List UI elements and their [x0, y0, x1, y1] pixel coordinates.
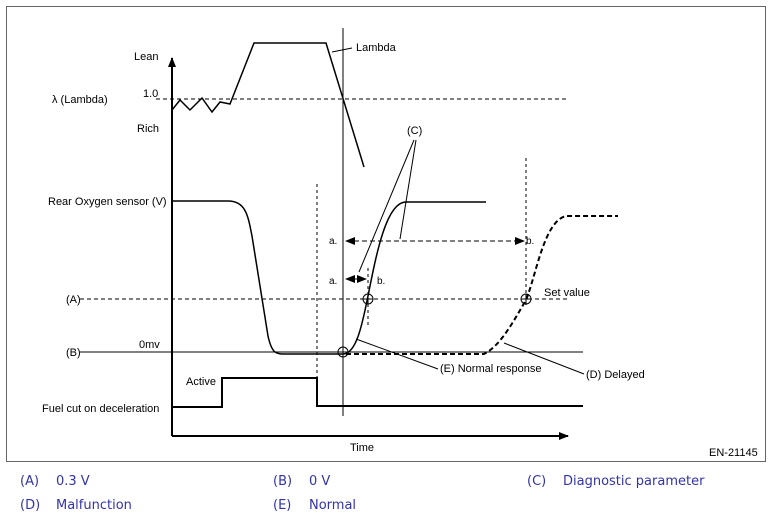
c-label: (C)	[407, 125, 422, 137]
diagram-border	[6, 6, 766, 462]
e-leader	[355, 338, 439, 370]
legend-text: 0 V	[309, 474, 331, 489]
a-short-label: a.	[329, 276, 337, 287]
legend-item-e: (E) Normal	[273, 498, 356, 513]
delayed-label: (D) Delayed	[586, 369, 645, 381]
timing-diagram: Lean λ (Lambda) 1.0 Rich Lambda Rear Oxy…	[6, 6, 766, 462]
b-tick-label: (B)	[66, 347, 81, 359]
lambda-one-label: 1.0	[143, 88, 158, 100]
delayed-curve	[346, 215, 618, 355]
zero-mv-label: 0mv	[139, 339, 160, 351]
legend-key: (A)	[20, 474, 40, 489]
normal-set-point	[362, 293, 374, 305]
normal-zero-point	[337, 346, 349, 358]
lambda-curve-label: Lambda	[356, 42, 397, 54]
c-leader-1	[358, 139, 415, 273]
legend-text: Normal	[309, 498, 357, 513]
legend-item-c: (C) Diagnostic parameter	[527, 474, 704, 489]
delayed-set-point	[520, 293, 532, 305]
legend-text: 0.3 V	[56, 474, 90, 489]
rear-o2-label: Rear Oxygen sensor (V)	[48, 196, 167, 208]
legend-item-a: (A) 0.3 V	[20, 474, 90, 489]
legend-item-b: (B) 0 V	[273, 474, 330, 489]
legend-key: (C)	[527, 474, 547, 489]
lambda-leader	[331, 47, 353, 53]
set-value-label: Set value	[544, 287, 590, 299]
legend-item-d: (D) Malfunction	[20, 498, 132, 513]
fuel-cut-label: Fuel cut on deceleration	[42, 403, 159, 415]
rich-label: Rich	[137, 123, 159, 135]
legend-key: (B)	[273, 474, 293, 489]
a-long-label: a.	[329, 236, 337, 247]
legend-text: Diagnostic parameter	[563, 474, 705, 489]
active-label: Active	[186, 376, 216, 388]
c-leader-2	[399, 139, 417, 240]
lean-label: Lean	[134, 51, 158, 63]
legend-text: Malfunction	[56, 498, 132, 513]
lambda-curve	[171, 42, 365, 168]
d-leader	[503, 342, 585, 375]
b-short-label: b.	[377, 276, 385, 287]
normal-response-label: (E) Normal response	[440, 363, 541, 375]
figure-id: EN-21145	[709, 447, 758, 459]
fuel-cut-signal	[172, 377, 583, 408]
b-long-label: b.	[526, 236, 534, 247]
time-label: Time	[350, 442, 374, 454]
a-tick-label: (A)	[66, 294, 81, 306]
lambda-axis-label: λ (Lambda)	[52, 94, 108, 106]
legend-key: (E)	[273, 498, 292, 513]
legend: (A) 0.3 V (B) 0 V (C) Diagnostic paramet…	[0, 468, 773, 522]
legend-key: (D)	[20, 498, 41, 513]
